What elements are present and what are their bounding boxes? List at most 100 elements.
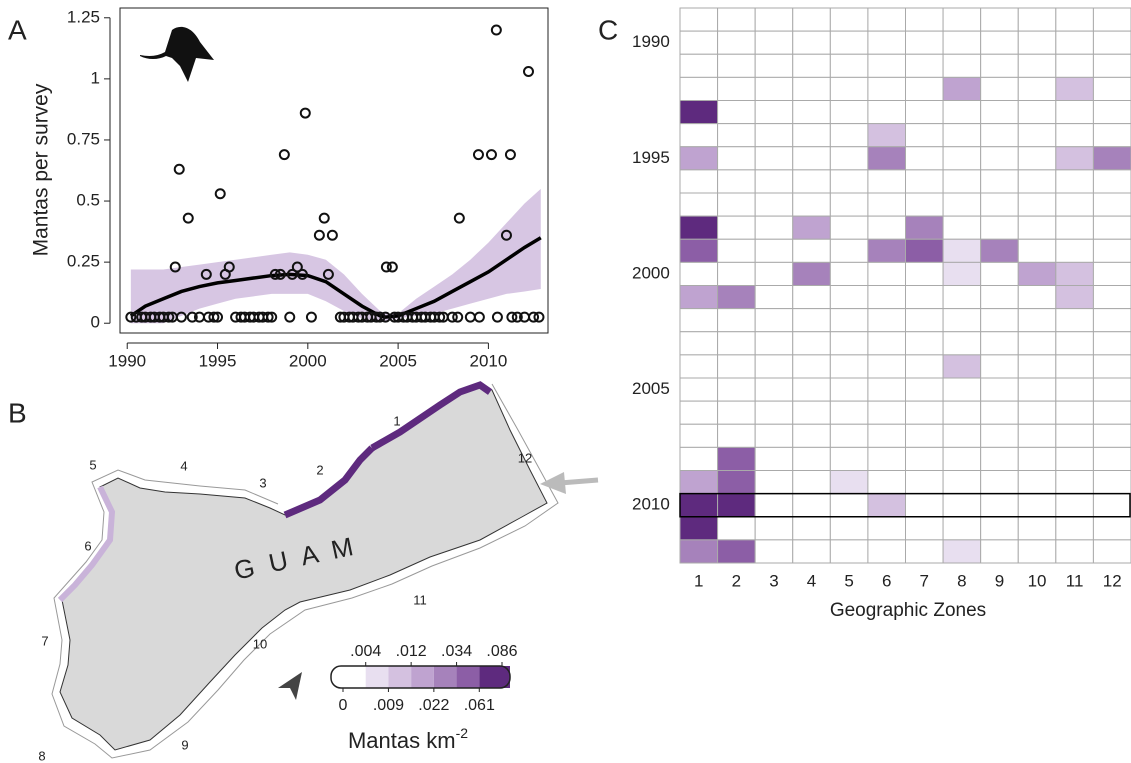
heatmap-cell <box>754 76 794 101</box>
heatmap-cell <box>942 308 982 333</box>
x-tick-label: 2000 <box>289 351 327 370</box>
zone-6-coast <box>57 485 116 603</box>
heatmap-cell <box>792 30 831 55</box>
heatmap-cell <box>1092 169 1131 194</box>
heatmap-cell <box>1055 53 1094 78</box>
heatmap-cell <box>679 354 719 379</box>
heatmap-cell <box>867 53 907 78</box>
heatmap-cell <box>1055 470 1094 495</box>
heatmap-cell <box>792 516 831 541</box>
heatmap-cell <box>717 123 756 148</box>
heatmap-cell <box>679 261 719 286</box>
heatmap-cell <box>942 354 982 379</box>
heatmap-cell <box>1017 423 1057 448</box>
heatmap-cell <box>1055 308 1094 333</box>
heatmap-cell <box>792 423 831 448</box>
heatmap-cell <box>829 400 869 425</box>
heatmap-cell <box>829 423 869 448</box>
data-point <box>386 261 398 273</box>
heatmap-cell <box>1017 76 1057 101</box>
heatmap-cell <box>942 539 982 564</box>
data-point <box>296 268 308 280</box>
heatmap-cell <box>867 169 907 194</box>
heatmap-cell <box>792 446 831 471</box>
data-point <box>305 311 317 323</box>
heatmap-cell <box>942 100 982 125</box>
heatmap-cell <box>942 30 982 55</box>
heatmap-cell <box>942 423 982 448</box>
zone-label: 2 <box>316 462 323 477</box>
heatmap-cell <box>867 516 907 541</box>
heatmap-cell <box>1055 76 1094 101</box>
heatmap-cell <box>942 123 982 148</box>
panel-label: C <box>598 14 618 45</box>
heatmap-cell <box>679 446 719 471</box>
heatmap-cell <box>980 7 1019 32</box>
heatmap-cell <box>980 331 1019 356</box>
heatmap-cell <box>717 308 756 333</box>
heatmap-cell <box>717 261 756 286</box>
colorbar-tick-label: .009 <box>373 697 404 714</box>
data-point <box>326 229 338 241</box>
heatmap-cell <box>679 215 719 240</box>
heatmap-cell <box>942 470 982 495</box>
heatmap-cell <box>679 423 719 448</box>
heatmap-cell <box>905 377 944 402</box>
x-tick-label: 3 <box>769 571 778 590</box>
heatmap-cell <box>1055 493 1094 518</box>
heatmap-cell <box>980 261 1019 286</box>
heatmap-cell <box>792 238 831 263</box>
plot-frame <box>119 7 549 334</box>
heatmap-cell <box>1017 146 1057 171</box>
zone-label: 11 <box>413 592 427 607</box>
heatmap-cell <box>754 331 794 356</box>
heatmap-cell <box>942 76 982 101</box>
heatmap-cell <box>1055 123 1094 148</box>
heatmap-cell <box>942 400 982 425</box>
heatmap-cell <box>679 493 719 518</box>
heatmap-cell <box>942 238 982 263</box>
data-point <box>522 66 534 78</box>
compass <box>278 672 302 700</box>
data-point <box>175 311 187 323</box>
heatmap-cell <box>829 285 869 310</box>
heatmap-cell <box>792 354 831 379</box>
data-point <box>434 311 446 323</box>
zone-label: 4 <box>180 458 187 473</box>
heatmap-cell <box>679 30 719 55</box>
heatmap-cell <box>1017 493 1057 518</box>
heatmap-cell <box>942 493 982 518</box>
zone-label: 3 <box>259 475 266 490</box>
heatmap-cell <box>1092 100 1131 125</box>
heatmap-cell <box>905 493 944 518</box>
heatmap-cell <box>1092 308 1131 333</box>
heatmap-cell <box>980 215 1019 240</box>
heatmap-cell <box>792 123 831 148</box>
heatmap-cell <box>829 493 869 518</box>
heatmap-cell <box>717 354 756 379</box>
heatmap-cell <box>717 238 756 263</box>
heatmap-cell <box>1017 377 1057 402</box>
heatmap-cell <box>980 446 1019 471</box>
data-point <box>452 311 464 323</box>
heatmap-cell <box>754 30 794 55</box>
heatmap-cell <box>1092 53 1131 78</box>
data-point <box>490 24 502 36</box>
heatmap-cell <box>867 446 907 471</box>
heatmap-cell <box>1092 261 1131 286</box>
heatmap-cell <box>1017 446 1057 471</box>
heatmap-cell <box>717 192 756 217</box>
heatmap-cell <box>867 261 907 286</box>
heatmap-cell <box>754 146 794 171</box>
heatmap-cell <box>1055 215 1094 240</box>
y-tick-label: 2005 <box>632 379 670 398</box>
data-point <box>446 311 458 323</box>
heatmap-cell <box>1055 146 1094 171</box>
heatmap-cell <box>942 192 982 217</box>
data-point <box>266 311 278 323</box>
heatmap-cell <box>1092 285 1131 310</box>
heatmap-cell <box>942 146 982 171</box>
heatmap-cell <box>792 53 831 78</box>
panel-label: B <box>8 397 27 428</box>
